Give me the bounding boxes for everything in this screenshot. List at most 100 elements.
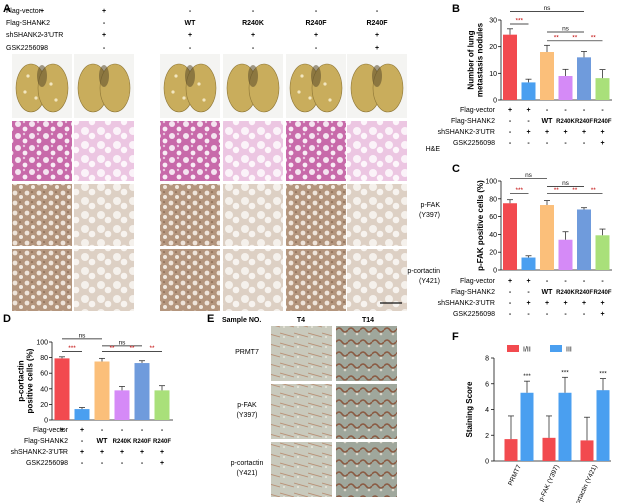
y-tick-label: 20 xyxy=(40,402,48,409)
y-tick-label: 60 xyxy=(489,214,497,221)
treatment-mark: + xyxy=(600,129,604,136)
significance-label: *** xyxy=(599,371,607,378)
chart-d: 0 20 40 60 80 100 p-cortactin positive cells (%… xyxy=(11,332,173,467)
panel-e-image-grid xyxy=(271,326,397,497)
significance-label: ** xyxy=(554,187,560,194)
treatment-mark: - xyxy=(509,311,512,318)
chart-f: 0 2 4 6 8 Staining Score I/II III *** PRMT7 *** p-F… xyxy=(465,345,611,503)
panel-a-row-label: shSHANK2-3'UTR xyxy=(6,32,63,39)
y-tick-label: 4 xyxy=(485,407,489,414)
bar xyxy=(503,34,517,100)
treatment-mark: + xyxy=(582,300,586,307)
significance-label: *** xyxy=(515,18,523,25)
treatment-mark: + xyxy=(600,311,604,318)
y-tick-label: 30 xyxy=(489,18,497,25)
panel-a-treatment-mark: R240F xyxy=(366,20,388,27)
treatment-mark: - xyxy=(583,311,586,318)
histology-image xyxy=(223,249,283,311)
panel-a-treatment-mark: + xyxy=(251,32,255,39)
x-category-label: p-cortactin (Y421) xyxy=(571,464,599,503)
histology-image xyxy=(286,249,346,311)
bar xyxy=(540,52,554,100)
treatment-row-label: GSK2256098 xyxy=(453,311,495,318)
treatment-mark: + xyxy=(80,449,84,456)
significance-label: *** xyxy=(561,369,569,376)
panel-a-stain-label: p-cortactin xyxy=(407,268,440,275)
significance-label: ** xyxy=(572,187,578,194)
treatment-mark: + xyxy=(100,449,104,456)
panel-e-sample-t4: T4 xyxy=(297,317,305,324)
treatment-mark: + xyxy=(563,300,567,307)
histology-image xyxy=(347,184,407,246)
treatment-row-label: Flag-vector xyxy=(460,107,496,114)
y-tick-label: 0 xyxy=(493,268,497,275)
treatment-mark: - xyxy=(61,438,64,445)
panel-label-f: F xyxy=(452,331,459,343)
bar xyxy=(114,390,130,420)
panel-a-treatment-mark: + xyxy=(375,32,379,39)
panel-a-treatment-mark: - xyxy=(315,8,318,15)
treatment-mark: R240F xyxy=(575,290,593,296)
lung-metastasis-nodule xyxy=(26,74,30,78)
panel-a-treatment-mark: - xyxy=(41,32,44,39)
panel-label-b: B xyxy=(452,3,460,15)
treatment-row-label: shSHANK2-3'UTR xyxy=(438,300,495,307)
treatment-mark: - xyxy=(583,140,586,147)
treatment-mark: R240F xyxy=(153,439,171,445)
treatment-mark: - xyxy=(546,278,549,285)
lung-hilum xyxy=(37,65,47,87)
bar xyxy=(154,390,170,420)
treatment-mark: R240F xyxy=(575,119,593,125)
bar xyxy=(54,358,70,420)
treatment-mark: - xyxy=(509,300,512,307)
panel-a-stain-labels: H&E p-FAK (Y397) p-cortactin (Y421) xyxy=(407,146,440,285)
panel-e-row-label: p-FAK xyxy=(237,402,257,409)
treatment-mark: - xyxy=(61,460,64,467)
y-tick-label: 20 xyxy=(489,44,497,51)
treatment-mark: - xyxy=(61,449,64,456)
legend-label: III xyxy=(566,347,572,354)
histology-image xyxy=(12,249,72,311)
treatment-mark: - xyxy=(527,140,530,147)
y-axis-label: p-FAK positive cells (%) xyxy=(476,180,485,271)
y-tick-label: 8 xyxy=(485,356,489,363)
significance-label: *** xyxy=(515,187,523,194)
panel-a-treatment-mark: - xyxy=(103,45,106,52)
ihc-sample-image xyxy=(271,326,332,381)
treatment-mark: - xyxy=(101,460,104,467)
bar xyxy=(94,361,110,420)
lung-metastasis-nodule xyxy=(182,96,186,100)
histology-image xyxy=(223,121,283,181)
panel-a-treatment-mark: + xyxy=(314,32,318,39)
treatment-mark: + xyxy=(526,300,530,307)
bar xyxy=(577,209,591,270)
ihc-sample-image xyxy=(336,326,397,381)
y-tick-label: 80 xyxy=(489,196,497,203)
panel-label-e: E xyxy=(207,313,214,325)
treatment-mark: - xyxy=(546,140,549,147)
treatment-mark: - xyxy=(141,460,144,467)
treatment-mark: - xyxy=(546,311,549,318)
panel-a-treatment-mark: + xyxy=(40,8,44,15)
y-axis-label: metastasis nodules xyxy=(476,22,485,97)
treatment-mark: + xyxy=(526,278,530,285)
treatment-mark: - xyxy=(564,311,567,318)
significance-label: ns xyxy=(119,339,127,346)
treatment-row-label: Flag-vector xyxy=(460,278,496,285)
treatment-mark: + xyxy=(563,129,567,136)
y-tick-label: 0 xyxy=(493,98,497,105)
x-category-label: PRMT7 xyxy=(507,464,523,487)
treatment-row-label: GSK2256098 xyxy=(453,140,495,147)
histology-image xyxy=(347,249,407,311)
panel-a-treatment-mark: + xyxy=(102,32,106,39)
treatment-row-label: shSHANK2-3'UTR xyxy=(438,129,495,136)
lung-metastasis-nodule xyxy=(54,98,58,102)
lung-metastasis-nodule xyxy=(23,90,27,94)
lung-metastasis-nodule xyxy=(323,82,327,86)
histology-image xyxy=(74,249,134,311)
treatment-mark: - xyxy=(81,438,84,445)
lung-metastasis-nodule xyxy=(197,82,201,86)
treatment-mark: WT xyxy=(542,289,554,296)
significance-label: *** xyxy=(523,373,531,380)
